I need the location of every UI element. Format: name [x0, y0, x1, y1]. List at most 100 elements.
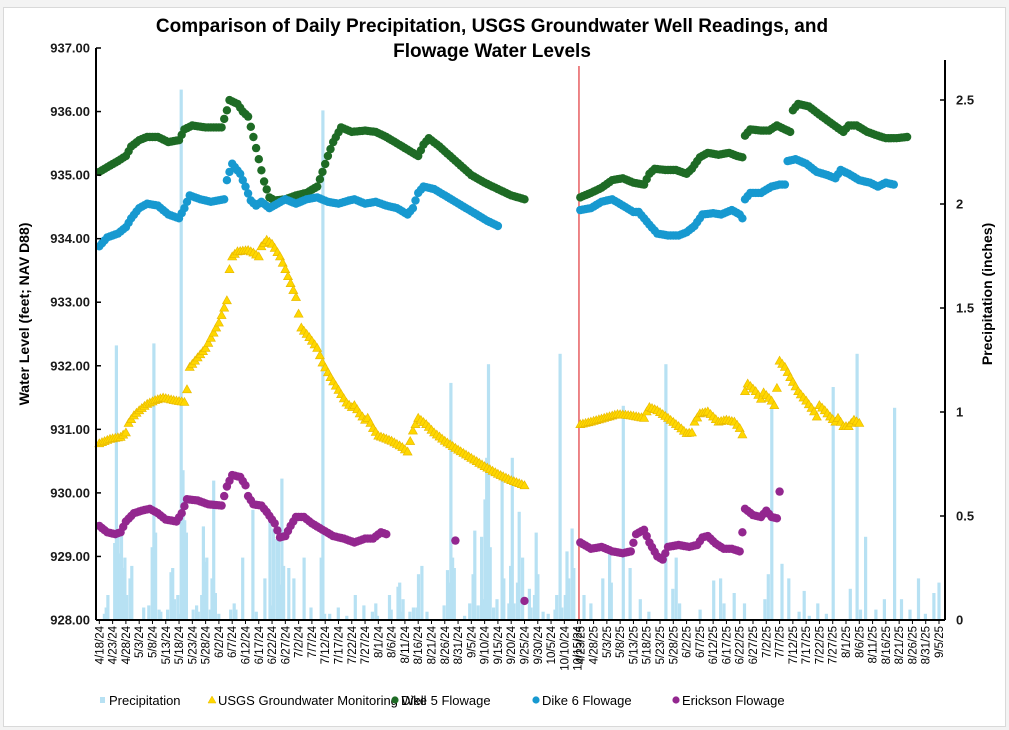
precipitation-bar	[251, 509, 255, 620]
data-point	[270, 519, 279, 528]
precipitation-bar	[712, 580, 716, 620]
x-tick-label: 8/26/24	[440, 625, 452, 664]
data-point	[243, 112, 253, 121]
data-point	[273, 526, 282, 535]
data-point	[321, 159, 330, 169]
data-point	[238, 176, 247, 185]
legend-swatch-square-icon	[100, 697, 105, 703]
data-point	[177, 509, 186, 518]
y-tick-label: 931.00	[50, 422, 90, 437]
x-tick-label: 7/7/25	[775, 626, 787, 658]
precipitation-bar	[150, 547, 154, 620]
x-tick-label: 5/28/24	[201, 625, 213, 664]
precipitation-bar	[558, 353, 562, 620]
data-point	[382, 530, 391, 539]
series-dike-5-flowage	[95, 95, 912, 205]
y2-tick-label: 0.5	[956, 509, 974, 524]
precipitation-bar	[121, 568, 125, 620]
precipitation-bar	[671, 588, 675, 620]
precipitation-bar	[463, 615, 467, 620]
precipitation-bar	[200, 595, 204, 620]
x-tick-label: 10/15/24	[573, 625, 585, 670]
precipitation-bar	[195, 605, 199, 620]
legend-item: Precipitation	[100, 693, 181, 708]
data-point	[626, 547, 635, 556]
data-point	[318, 167, 327, 177]
precipitation-bar	[698, 609, 702, 620]
precipitation-bar	[442, 605, 446, 620]
precipitation-bar	[816, 603, 820, 620]
data-point	[285, 278, 296, 288]
precipitation-bar	[515, 582, 520, 620]
precipitation-bar	[510, 457, 514, 620]
precipitation-bar	[116, 532, 120, 620]
precipitation-bar	[208, 609, 212, 620]
data-point	[639, 412, 650, 422]
x-tick-label: 8/16/25	[881, 626, 893, 664]
precipitation-bar	[254, 611, 258, 620]
precipitation-bar	[328, 613, 332, 620]
precipitation-bar	[555, 595, 559, 620]
precipitation-bar	[787, 578, 791, 620]
x-tick-label: 7/17/24	[334, 625, 346, 664]
y-tick-label: 932.00	[50, 358, 90, 373]
data-point	[221, 295, 232, 305]
precipitation-bar	[495, 599, 499, 620]
y-tick-label: 936.00	[50, 104, 90, 119]
precipitation-bar	[302, 557, 306, 620]
precipitation-bar	[452, 568, 456, 620]
precipitation-bar	[309, 607, 313, 620]
data-point	[220, 491, 229, 501]
x-tick-label: 4/28/24	[121, 625, 133, 664]
data-point	[769, 400, 780, 410]
precipitation-bar	[177, 613, 182, 620]
x-tick-label: 9/5/24	[466, 625, 478, 658]
data-point	[277, 257, 288, 267]
x-tick-label: 7/27/25	[828, 626, 840, 664]
data-point	[739, 386, 751, 396]
x-tick-label: 8/11/24	[400, 625, 412, 663]
precipitation-bar	[476, 605, 480, 620]
data-point	[222, 106, 232, 115]
precipitation-bar	[855, 353, 859, 620]
data-point	[120, 427, 131, 437]
precipitation-bar	[179, 89, 183, 621]
precipitation-bar	[488, 547, 492, 620]
precipitation-bar	[932, 593, 936, 620]
data-point	[519, 480, 530, 490]
data-point	[411, 196, 420, 205]
data-point	[451, 536, 460, 545]
x-tick-label: 7/7/24	[307, 625, 319, 658]
x-tick-label: 8/1/24	[373, 625, 385, 658]
data-point	[312, 342, 323, 352]
x-tick-label: 5/3/24	[134, 625, 146, 658]
y-axis-label: Water Level (feet; NAV D88)	[16, 223, 32, 406]
precipitation-bar	[483, 499, 487, 620]
precipitation-bar	[106, 595, 110, 620]
precipitation-bar	[447, 582, 451, 620]
legend-item: USGS Groundwater Monitoring Well	[207, 693, 427, 708]
x-tick-label: 8/11/25	[868, 626, 880, 664]
data-point	[217, 123, 226, 132]
data-point	[257, 166, 266, 175]
y-tick-label: 937.00	[50, 41, 90, 56]
precipitation-bar	[674, 557, 678, 620]
precipitation-bar	[486, 364, 491, 620]
precipitation-bar	[534, 532, 538, 620]
precipitation-bar	[874, 609, 878, 620]
data-point	[323, 151, 333, 161]
precipitation-bar	[471, 574, 475, 620]
data-point	[854, 417, 865, 427]
precipitation-bar	[923, 613, 927, 620]
data-point	[249, 132, 258, 142]
x-tick-label: 6/7/24	[227, 625, 239, 658]
precipitation-bar	[485, 457, 489, 620]
data-point	[315, 175, 325, 184]
series-usgs-groundwater-monitoring-well	[94, 234, 865, 490]
precipitation-bar	[287, 568, 291, 620]
precipitation-bar	[125, 595, 129, 620]
data-point	[282, 271, 294, 281]
precipitation-bar	[589, 603, 593, 620]
precipitation-bar	[473, 530, 477, 620]
y-tick-label: 933.00	[50, 295, 90, 310]
